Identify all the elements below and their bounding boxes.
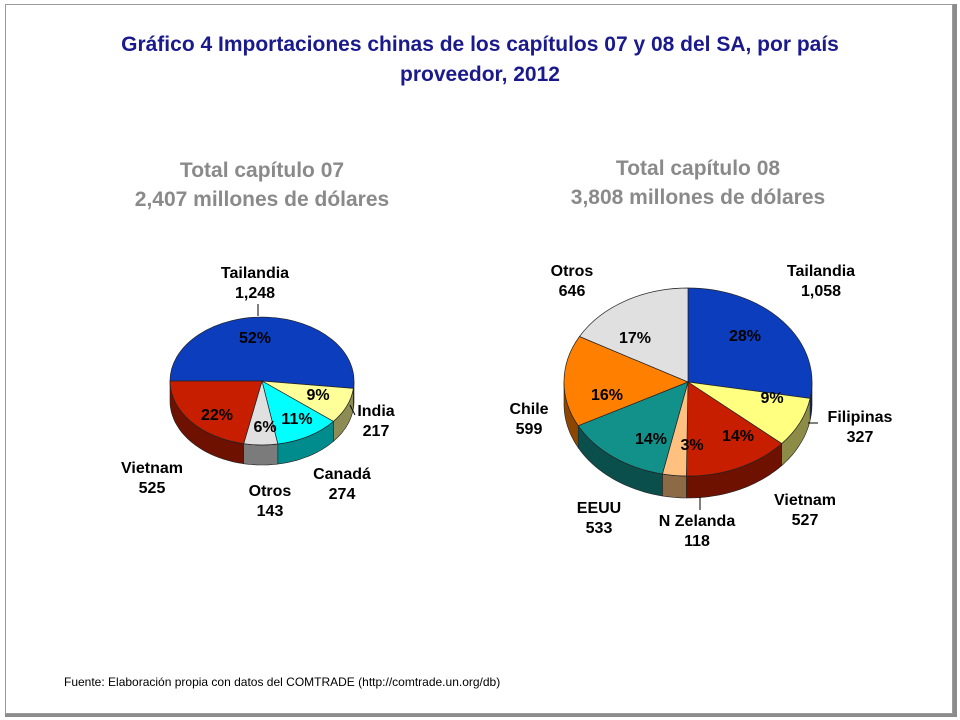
data-label-07-tailandia: Tailandia 1,248 (221, 265, 289, 302)
pie-slice-chile (563, 336, 689, 427)
data-label-08-n-zelanda: N Zelanda 118 (659, 513, 736, 550)
pie-side-otros (243, 443, 279, 466)
data-label-08-filipinas: Filipinas 327 (828, 409, 893, 446)
chart-title-line1: Gráfico 4 Importaciones chinas de los ca… (121, 33, 839, 56)
data-label-08-otros: Otros 646 (551, 263, 594, 300)
data-label-08-tailandia: Tailandia 1,058 (787, 263, 855, 300)
data-label-08-vietnam: Vietnam 527 (774, 492, 836, 529)
pct-label-08-n-zelanda: 3% (680, 437, 703, 454)
pie-chart-08: 28% 9% 14% 3% 14% 16% 17% Tailandia 1,058 Filipin… (509, 263, 892, 550)
pct-label-07-vietnam: 22% (201, 407, 233, 424)
frame-shadow-bottom (5, 714, 957, 717)
pie-slice-tailandia (687, 287, 813, 399)
pct-label-08-otros: 17% (619, 330, 651, 347)
pct-label-08-eeuu: 14% (635, 431, 667, 448)
pct-label-08-vietnam: 14% (722, 428, 754, 445)
pie-08-subtitle: 3,808 millones de dólares (570, 186, 826, 209)
data-label-07-otros: Otros 143 (249, 483, 292, 520)
pct-label-07-india: 9% (306, 387, 329, 404)
pie-08-title: Total capítulo 08 (615, 157, 781, 180)
pie-chart-07: 52% 9% 11% 6% 22% Tailandia 1,248 India 217 Canad… (121, 265, 395, 520)
data-label-07-vietnam: Vietnam 525 (121, 460, 183, 497)
pie-07-heading: Total capítulo 07 2,407 millones de dóla… (82, 156, 442, 214)
pie-slice-tailandia (169, 316, 355, 389)
data-label-08-eeuu: EEUU 533 (577, 500, 621, 537)
chart-title-line2: proveedor, 2012 (400, 63, 560, 86)
pct-label-07-otros: 6% (253, 419, 276, 436)
pie-slice-vietnam (169, 380, 263, 445)
pie-07-title: Total capítulo 07 (179, 159, 345, 182)
pie-slice-canada (261, 380, 335, 445)
pie-slice-otros (578, 287, 689, 383)
pie-08-heading: Total capítulo 08 3,808 millones de dóla… (518, 154, 878, 212)
pct-label-08-chile: 16% (591, 387, 623, 404)
source-note: Fuente: Elaboración propia con datos del… (64, 675, 501, 689)
pct-label-08-tailandia: 28% (729, 328, 761, 345)
pie-top-faces (169, 316, 355, 446)
pie-slice-vietnam (686, 381, 783, 477)
pct-label-07-canada: 11% (281, 411, 312, 428)
pct-label-07-tailandia: 52% (239, 330, 271, 347)
pie-slice-eeuu (577, 381, 689, 475)
pie-07-subtitle: 2,407 millones de dólares (134, 188, 390, 211)
frame-shadow-right (953, 4, 957, 717)
pie-side-n-zelanda (662, 473, 687, 499)
pct-label-08-filipinas: 9% (760, 390, 783, 407)
pie-top-faces (563, 287, 813, 477)
data-label-07-india: India 217 (357, 403, 394, 440)
data-label-08-chile: Chile 599 (509, 401, 548, 438)
chart-title: Gráfico 4 Importaciones chinas de los ca… (0, 30, 960, 90)
data-label-07-canada: Canadá 274 (313, 466, 371, 503)
